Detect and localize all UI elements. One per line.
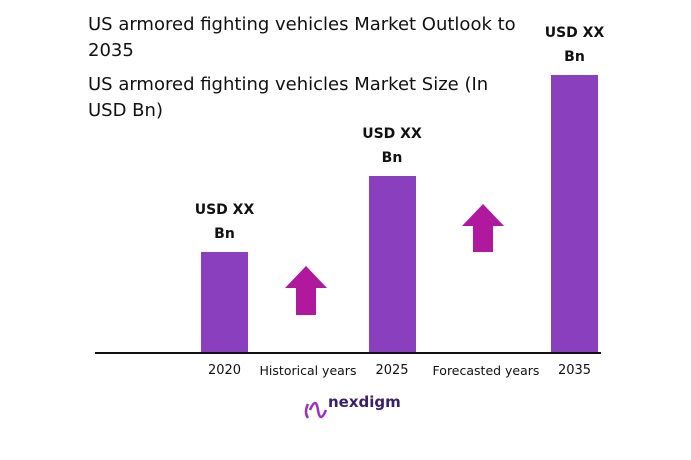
x-tick-label: 2035 [557,363,592,378]
baseline [95,352,601,354]
data-label: USD XX Bn [544,25,605,65]
data-label: USD XX Bn [194,202,255,242]
annotation: Historical years [259,363,357,378]
bar [368,176,416,352]
chart-title: US armored fighting vehicles Market Outl… [88,14,516,61]
growth-arrow [462,204,504,252]
x-tick-label: 2025 [375,363,409,378]
bar [551,75,598,352]
annotation: Forecasted years [432,363,540,378]
growth-arrow [285,266,327,315]
data-label: USD XX Bn [362,126,422,166]
brand-name: nexdigm [328,393,401,411]
brand-logo [304,401,328,419]
chart-subtitle: US armored fighting vehicles Market Size… [88,74,489,121]
bar [201,252,248,352]
x-tick-label: 2020 [207,363,242,378]
